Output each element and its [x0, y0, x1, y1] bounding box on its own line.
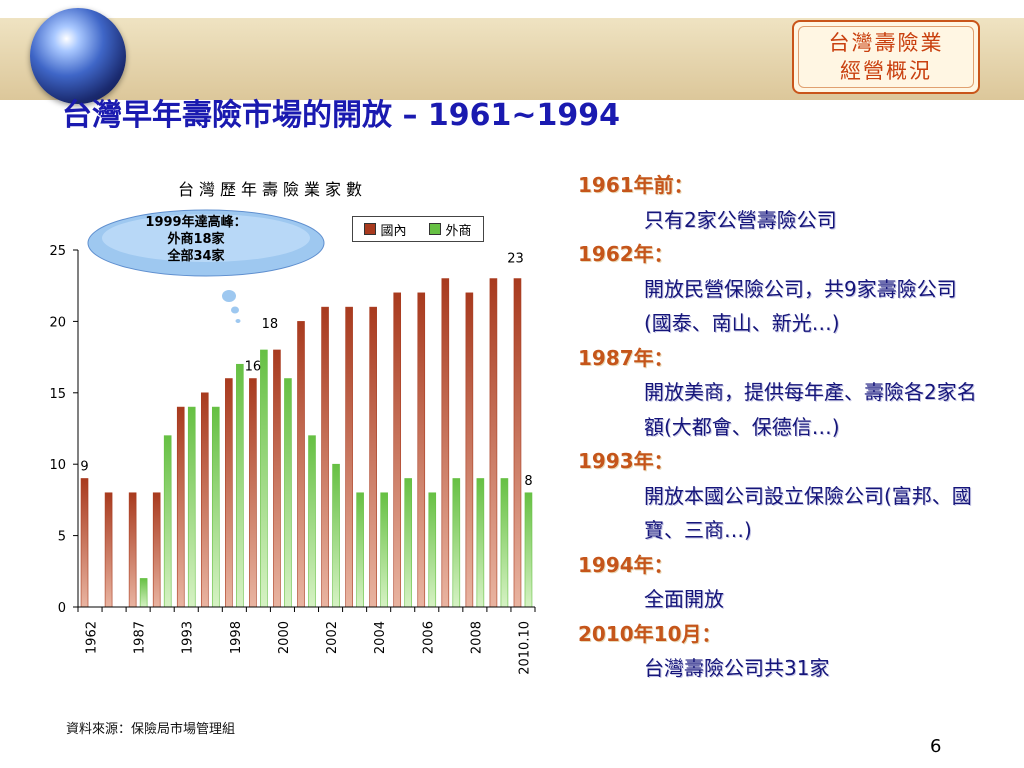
badge-border: [798, 26, 974, 88]
bar-foreign-1990: [163, 435, 172, 608]
y-tick-label: 15: [49, 387, 66, 402]
data-source: 資料來源：保險局市場管理組: [66, 722, 236, 737]
bar-foreign-1995: [211, 406, 220, 608]
page-title: 台灣早年壽險市場的開放 – 1961~1994: [62, 98, 621, 133]
bar-foreign-1998: [236, 363, 244, 608]
bar-domestic-1985: [104, 492, 113, 608]
data-label: 8: [524, 474, 532, 489]
y-tick-label: 10: [49, 458, 66, 473]
callout-line-3: 全部34家: [167, 249, 225, 264]
section-badge: 台灣壽險業 經營概況: [792, 20, 980, 94]
bar-foreign-2005: [404, 478, 413, 608]
note-detail: 開放民營保險公司，共9家壽險公司(國泰、南山、新光…): [644, 276, 957, 336]
note-1994: 1994年： 全面開放: [578, 548, 998, 617]
bar-domestic-1987: [128, 492, 137, 608]
legend-item-domestic: 國內: [364, 220, 407, 239]
bar-domestic-2006: [417, 292, 426, 608]
bar-foreign-2000: [284, 378, 292, 608]
bar-domestic-1993: [176, 406, 185, 608]
x-tick-label: 2004: [373, 621, 388, 654]
badge-line-2: 經營概況: [840, 59, 932, 83]
bar-domestic-2008: [465, 292, 474, 608]
note-detail: 開放本國公司設立保險公司(富邦、國寶、三商…): [644, 483, 972, 543]
note-year: 1987年：: [578, 345, 674, 370]
note-1993: 1993年： 開放本國公司設立保險公司(富邦、國寶、三商…): [578, 444, 998, 548]
note-detail: 只有2家公營壽險公司: [644, 207, 837, 232]
bar-domestic-1998: [225, 378, 233, 608]
callout-text: 1999年達高峰： 外商18家 全部34家: [126, 214, 266, 265]
note-1961: 1961年前： 只有2家公營壽險公司: [578, 168, 998, 237]
chart-legend: 國內 外商: [352, 216, 484, 242]
note-2010: 2010年10月： 台灣壽險公司共31家: [578, 617, 998, 686]
y-tick-label: 20: [49, 315, 66, 330]
bar-foreign-2010.10: [524, 492, 533, 608]
bar-domestic-2003: [345, 306, 353, 608]
bar-foreign-2003: [356, 492, 364, 608]
note-year: 1962年：: [578, 242, 674, 266]
badge-line-1: 台灣壽險業: [828, 31, 944, 55]
callout-cloud: [87, 209, 325, 323]
data-label: 18: [262, 317, 279, 332]
x-tick-label: 1962: [85, 621, 100, 654]
note-year: 2010年10月：: [578, 621, 722, 646]
note-1987: 1987年： 開放美商，提供每年產、壽險各2家名額(大都會、保德信…): [578, 341, 998, 445]
bar-domestic-2007: [441, 278, 450, 608]
note-year: 1993年：: [578, 449, 674, 473]
bar-domestic-2002: [321, 306, 329, 608]
bar-domestic-1995: [200, 392, 209, 608]
x-tick-label: 2006: [421, 621, 436, 654]
bar-foreign-2006: [428, 492, 437, 608]
x-tick-label: 1993: [181, 621, 196, 654]
note-detail: 台灣壽險公司共31家: [644, 656, 830, 680]
y-tick-label: 0: [58, 601, 66, 616]
bar-domestic-2001: [297, 321, 305, 608]
bar-foreign-1993: [187, 406, 196, 608]
page-number: 6: [930, 736, 942, 757]
callout-line-1: 1999年達高峰：: [145, 215, 247, 230]
note-detail: 全面開放: [644, 587, 724, 611]
note-year: 1994年：: [578, 552, 674, 577]
x-tick-label: 1987: [133, 621, 148, 654]
bar-domestic-2005: [393, 292, 402, 608]
bar-domestic-1999: [249, 378, 257, 608]
data-label: 16: [245, 360, 262, 375]
legend-label-domestic: 國內: [380, 223, 407, 239]
chart-title: 台灣歷年壽險業家數: [178, 180, 368, 199]
bar-foreign-1987: [139, 578, 148, 608]
bar-foreign-2002: [332, 463, 340, 608]
legend-item-foreign: 外商: [429, 220, 472, 239]
x-tick-label: 1998: [229, 621, 244, 654]
timeline-notes: 1961年前： 只有2家公營壽險公司 1962年： 開放民營保險公司，共9家壽險…: [578, 168, 998, 686]
bar-foreign-1999: [260, 349, 268, 608]
bar-foreign-2008: [476, 478, 485, 608]
bar-domestic-2009: [489, 278, 498, 608]
x-tick-label: 2010.10: [517, 621, 532, 675]
x-tick-label: 2008: [469, 621, 484, 654]
x-tick-label: 2000: [277, 621, 292, 654]
x-tick-label: 2002: [325, 621, 340, 654]
data-label: 23: [507, 252, 524, 267]
legend-swatch-domestic: [364, 223, 377, 235]
legend-label-foreign: 外商: [445, 223, 472, 239]
bar-domestic-2004: [369, 306, 377, 608]
note-detail: 開放美商，提供每年產、壽險各2家名額(大都會、保德信…): [644, 380, 977, 439]
bar-foreign-2001: [308, 435, 316, 608]
bar-foreign-2009: [500, 478, 509, 608]
y-tick-label: 5: [58, 530, 66, 545]
bar-domestic-2000: [273, 349, 281, 608]
bar-domestic-2010.10: [513, 278, 522, 608]
callout-line-2: 外商18家: [167, 232, 225, 247]
data-label: 9: [80, 459, 88, 474]
bar-domestic-1962: [80, 478, 89, 608]
legend-swatch-foreign: [429, 223, 442, 235]
globe-logo: [30, 8, 126, 104]
note-year: 1961年前：: [578, 173, 694, 197]
y-tick-label: 25: [49, 244, 66, 259]
bar-foreign-2007: [452, 478, 461, 608]
bar-foreign-2004: [380, 492, 388, 608]
bar-domestic-1990: [152, 492, 161, 608]
note-1962: 1962年： 開放民營保險公司，共9家壽險公司(國泰、南山、新光…): [578, 237, 998, 341]
